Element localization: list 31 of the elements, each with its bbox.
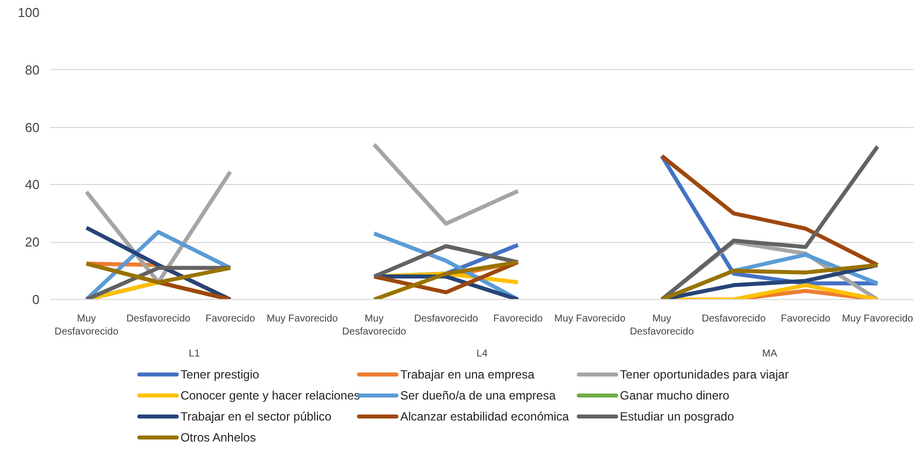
y-tick-label: 40	[25, 177, 40, 192]
legend-label: Otros Anhelos	[180, 430, 256, 444]
legend-label: Alcanzar estabilidad económica	[400, 410, 570, 424]
x-tick-label: Muy Favorecido	[554, 314, 626, 324]
y-tick-label: 100	[18, 5, 40, 20]
text: L4	[476, 348, 488, 360]
legend-label: Ser dueño/a de una empresa	[400, 388, 556, 402]
legend-label: Trabajar en el sector público	[180, 410, 332, 424]
legend-label: Conocer gente y hacer relaciones	[180, 388, 360, 402]
y-tick-label: 0	[32, 292, 40, 307]
y-tick-label: 20	[25, 234, 40, 250]
text: MA	[762, 348, 778, 360]
x-tick-label: Favorecido	[780, 314, 831, 324]
x-tick-label: Favorecido	[493, 314, 544, 324]
x-tick-label: Favorecido	[206, 314, 256, 324]
y-tick-label: 80	[25, 62, 40, 78]
x-tick-label: Desfavorecido	[702, 314, 766, 324]
legend-label: Tener oportunidades para viajar	[620, 368, 789, 382]
text: L1	[188, 348, 200, 360]
x-tick-label: Muy Desfavorecido	[342, 314, 407, 338]
legend-label: Ganar mucho dinero	[620, 388, 730, 402]
x-tick-label: Muy Favorecido	[266, 314, 338, 324]
legend-label: Estudiar un posgrado	[620, 410, 734, 424]
legend-label: Trabajar en una empresa	[400, 368, 535, 382]
x-tick-label: Muy Desfavorecido	[630, 314, 694, 338]
x-tick-label: Muy Desfavorecido	[54, 314, 119, 338]
x-tick-label: Desfavorecido	[126, 314, 191, 324]
x-tick-label: Muy Favorecido	[842, 314, 914, 324]
y-tick-label: 60	[25, 120, 40, 135]
x-tick-label: Desfavorecido	[414, 314, 478, 324]
legend-label: Tener prestigio	[180, 368, 260, 382]
